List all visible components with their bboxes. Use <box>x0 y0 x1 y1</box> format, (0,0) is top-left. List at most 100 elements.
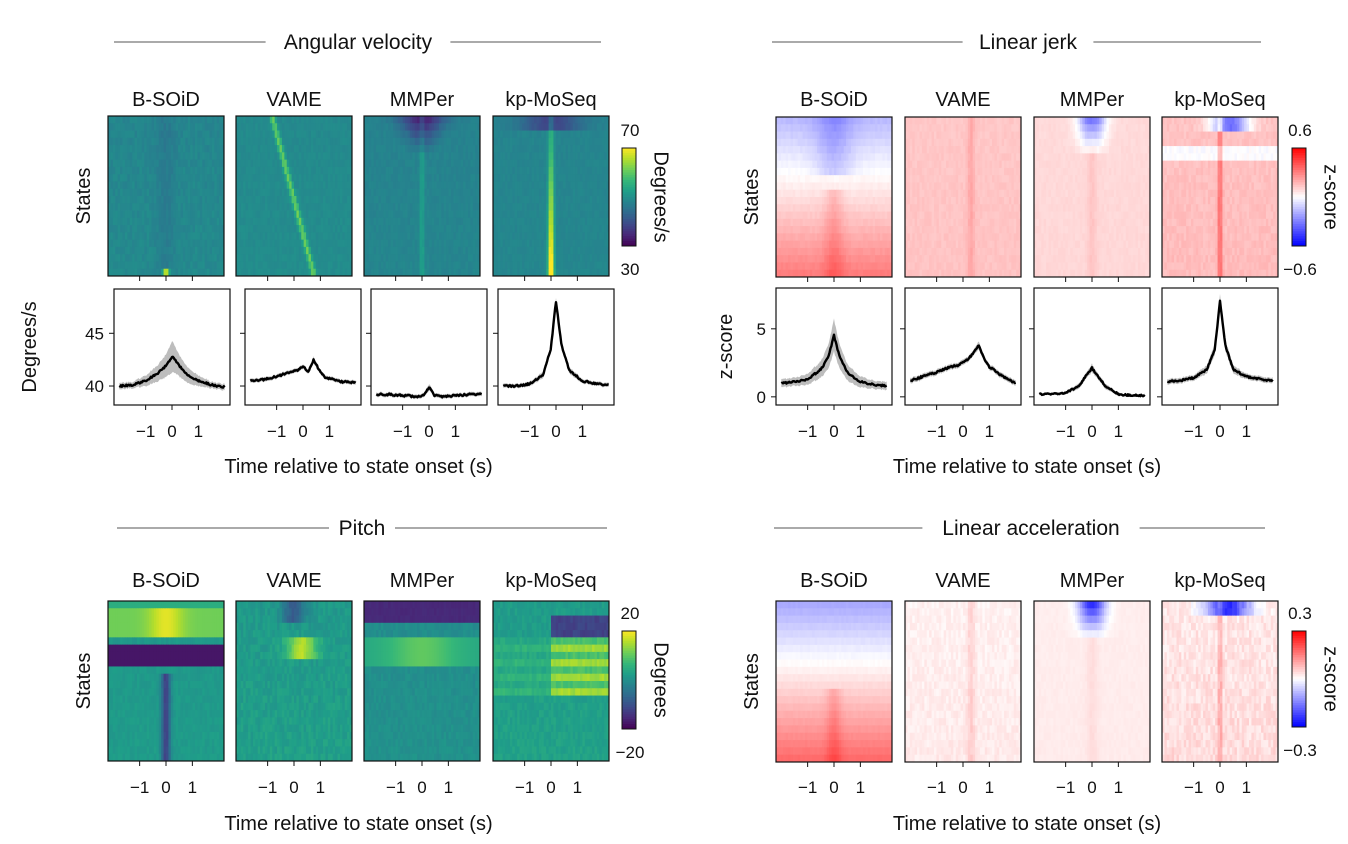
heatmap-cell <box>202 232 205 240</box>
heatmap-cell <box>561 160 564 168</box>
heatmap-cell <box>807 182 810 190</box>
heatmap-cell <box>379 123 382 131</box>
heatmap-cell <box>498 131 501 139</box>
heatmap-cell <box>149 261 152 269</box>
heatmap-cell <box>301 131 304 139</box>
heatmap-cell <box>260 167 263 175</box>
heatmap-cell <box>424 211 427 219</box>
heatmap-cell <box>524 174 527 182</box>
heatmap-cell <box>856 190 859 198</box>
heatmap-cell <box>168 247 171 255</box>
heatmap-cell <box>466 211 469 219</box>
heatmap-cell <box>190 269 193 277</box>
heatmap-cell <box>815 204 818 212</box>
heatmap-cell <box>434 254 437 262</box>
heatmap-cell <box>251 247 254 255</box>
heatmap-cell <box>599 196 602 204</box>
heatmap-cell <box>383 232 386 240</box>
heatmap-cell <box>393 116 396 124</box>
heatmap-cell <box>137 116 140 124</box>
heatmap-cell <box>347 181 350 189</box>
heatmap-cell <box>366 269 369 277</box>
heatmap-cell <box>347 196 350 204</box>
heatmap-cell <box>863 146 866 154</box>
heatmap-cell <box>417 138 420 146</box>
heatmap-cell <box>815 153 818 161</box>
heatmap-cell <box>599 138 602 146</box>
heatmap-cell <box>282 203 285 211</box>
heatmap-cell <box>458 211 461 219</box>
heatmap-cell <box>515 218 518 226</box>
heatmap-cell <box>582 131 585 139</box>
heatmap-cell <box>347 203 350 211</box>
heatmap-cell <box>161 240 164 248</box>
heatmap-cell <box>345 189 348 197</box>
heatmap-cell <box>251 218 254 226</box>
heatmap-cell <box>561 254 564 262</box>
heatmap-cell <box>541 160 544 168</box>
heatmap-cell <box>475 254 478 262</box>
heatmap-cell <box>585 247 588 255</box>
heatmap-cell <box>587 152 590 160</box>
heatmap-cell <box>875 139 878 147</box>
heatmap-cell <box>503 261 506 269</box>
heatmap-cell <box>778 204 781 212</box>
heatmap-cell <box>561 116 564 124</box>
heatmap-cell <box>115 240 118 248</box>
heatmap-cell <box>537 160 540 168</box>
heatmap-cell <box>299 240 302 248</box>
heatmap-cell <box>398 131 401 139</box>
heatmap-cell <box>115 218 118 226</box>
heatmap-cell <box>316 211 319 219</box>
heatmap-cell <box>858 168 861 176</box>
heatmap-cell <box>437 174 440 182</box>
heatmap-cell <box>570 145 573 153</box>
heatmap-cell <box>265 225 268 233</box>
heatmap-cell <box>176 152 179 160</box>
heatmap-cell <box>575 203 578 211</box>
heatmap-cell <box>125 232 128 240</box>
heatmap-cell <box>130 211 133 219</box>
heatmap-cell <box>135 240 138 248</box>
heatmap-cell <box>803 197 806 205</box>
heatmap-cell <box>517 131 520 139</box>
heatmap-cell <box>325 116 328 124</box>
heatmap-cell <box>786 117 789 125</box>
heatmap-cell <box>159 218 162 226</box>
heatmap-cell <box>289 254 292 262</box>
heatmap-cell <box>144 189 147 197</box>
heatmap-cell <box>807 117 810 125</box>
heatmap-cell <box>118 203 121 211</box>
heatmap-cell <box>522 218 525 226</box>
heatmap-cell <box>549 218 552 226</box>
heatmap-cell <box>376 145 379 153</box>
heatmap-cell <box>338 225 341 233</box>
heatmap-cell <box>309 189 312 197</box>
heatmap-cell <box>405 218 408 226</box>
heatmap-cell <box>294 196 297 204</box>
heatmap-cell <box>778 132 781 140</box>
heatmap-cell <box>466 145 469 153</box>
heatmap-cell <box>214 131 217 139</box>
heatmap-cell <box>563 247 566 255</box>
heatmap-cell <box>446 152 449 160</box>
heatmap-cell <box>839 197 842 205</box>
heatmap-cell <box>805 175 808 183</box>
heatmap-cell <box>604 225 607 233</box>
heatmap-cell <box>243 131 246 139</box>
heatmap-cell <box>241 116 244 124</box>
heatmap-cell <box>510 160 513 168</box>
heatmap-cell <box>265 116 268 124</box>
heatmap-cell <box>556 203 559 211</box>
heatmap-cell <box>570 240 573 248</box>
heatmap-cell <box>470 269 473 277</box>
heatmap-cell <box>520 123 523 131</box>
heatmap-cell <box>280 123 283 131</box>
heatmap-cell <box>275 189 278 197</box>
heatmap-cell <box>427 189 430 197</box>
heatmap-cell <box>451 189 454 197</box>
heatmap-cell <box>161 138 164 146</box>
heatmap-cell <box>503 247 506 255</box>
heatmap-cell <box>527 196 530 204</box>
heatmap-cell <box>110 269 113 277</box>
